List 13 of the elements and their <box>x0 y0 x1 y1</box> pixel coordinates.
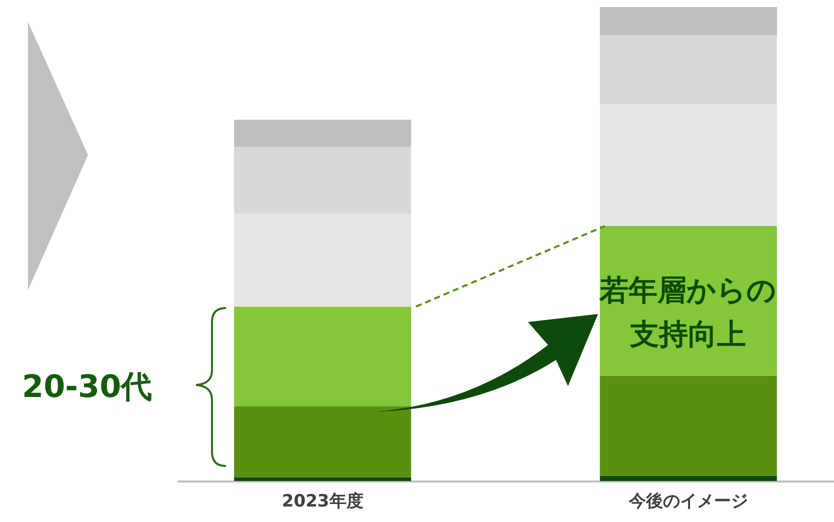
bar <box>234 406 412 478</box>
text: 20-30代 <box>22 368 152 407</box>
bar <box>234 214 412 307</box>
bar <box>234 120 412 147</box>
bar <box>600 34 777 104</box>
bar <box>600 476 777 481</box>
bar <box>234 146 412 214</box>
bar <box>600 104 777 226</box>
bar <box>600 376 777 476</box>
x-tick-label: 今後のイメージ <box>628 492 748 512</box>
bar <box>234 477 412 481</box>
x-tick-label: 2023年度 <box>282 492 364 512</box>
bar <box>600 7 777 35</box>
